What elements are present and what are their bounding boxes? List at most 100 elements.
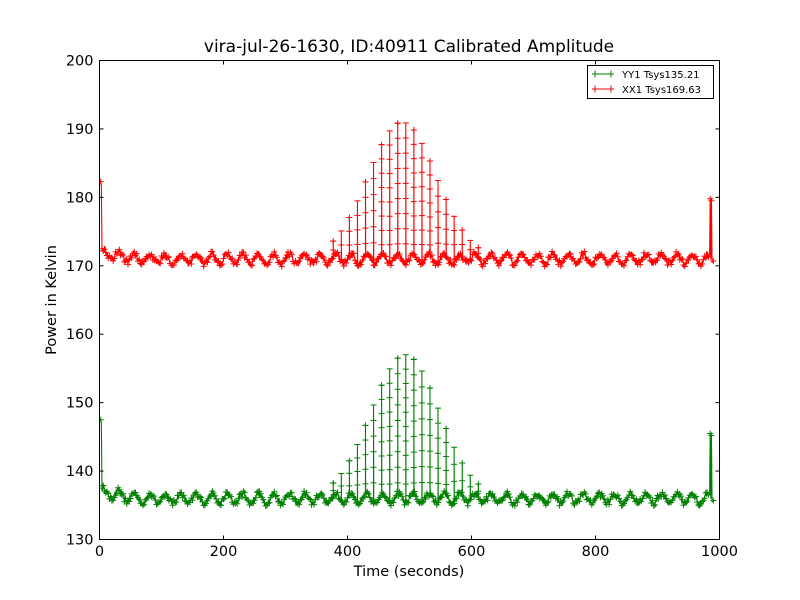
data-point-marker (559, 259, 566, 266)
data-point-marker (366, 494, 373, 501)
data-point-marker (271, 248, 278, 255)
data-point-marker (227, 255, 234, 262)
data-point-marker (99, 178, 104, 185)
data-point-marker (292, 496, 299, 503)
data-point-marker (249, 262, 256, 269)
data-point-marker (658, 249, 665, 256)
data-point-marker (593, 493, 600, 500)
data-point-marker (506, 252, 513, 259)
data-point-marker (623, 257, 630, 264)
data-point-marker (101, 246, 108, 253)
data-point-marker (431, 498, 438, 505)
data-point-marker (602, 256, 609, 263)
data-point-marker (490, 494, 497, 501)
data-point-marker (506, 494, 513, 501)
data-point-marker (405, 499, 412, 506)
data-point-marker (528, 262, 535, 269)
data-point-marker (582, 490, 589, 497)
data-point-marker (691, 494, 698, 501)
data-point-marker (179, 250, 186, 257)
data-point-marker (668, 261, 675, 268)
data-point-marker (156, 259, 163, 266)
data-point-marker (282, 254, 289, 261)
data-point-marker (585, 256, 592, 263)
data-point-marker (678, 493, 685, 500)
data-point-marker (324, 262, 331, 269)
data-point-marker (678, 254, 685, 261)
data-point-marker (540, 496, 547, 503)
data-point-marker (374, 499, 381, 506)
data-point-marker (132, 489, 139, 496)
data-point-marker (443, 490, 450, 497)
data-point-marker (257, 490, 264, 497)
data-point-marker (380, 250, 387, 256)
data-point-marker (325, 497, 332, 504)
data-point-marker (526, 502, 533, 508)
data-point-marker (498, 497, 505, 504)
data-point-marker (669, 497, 676, 504)
data-point-marker (412, 493, 419, 500)
data-point-marker (670, 254, 677, 261)
data-point-marker (416, 257, 423, 264)
data-point-marker (206, 253, 213, 260)
data-point-marker (210, 490, 217, 497)
data-point-marker (498, 257, 505, 264)
data-point-marker (495, 262, 502, 269)
data-point-marker (710, 258, 717, 264)
data-point-marker (549, 248, 556, 255)
data-point-marker (467, 496, 474, 503)
data-point-marker (402, 261, 409, 268)
data-point-marker (302, 252, 309, 259)
data-point-marker (173, 498, 180, 505)
data-point-marker (307, 261, 314, 268)
data-point-marker (215, 257, 222, 264)
data-point-marker (537, 253, 544, 260)
data-point-marker (296, 258, 303, 265)
data-point-marker (232, 499, 239, 506)
data-point-marker (169, 502, 176, 509)
data-point-marker (436, 259, 443, 266)
data-point-marker (219, 261, 226, 268)
data-point-marker (296, 501, 303, 508)
data-point-marker (708, 432, 715, 439)
data-point-marker (105, 490, 112, 497)
data-point-marker (449, 501, 456, 508)
data-point-marker (143, 495, 150, 502)
data-point-marker (614, 253, 621, 260)
data-point-marker (366, 253, 373, 260)
data-point-marker (649, 497, 656, 504)
data-point-marker (704, 253, 711, 260)
data-point-marker (387, 502, 394, 509)
data-point-marker (441, 250, 448, 257)
data-point-marker (220, 255, 227, 262)
data-point-marker (396, 251, 403, 258)
data-point-marker (242, 252, 249, 259)
data-point-marker (639, 495, 646, 502)
series-xx1 (99, 120, 717, 270)
x-tick-label: 600 (458, 544, 486, 560)
data-point-marker (136, 256, 143, 263)
data-point-marker (411, 251, 418, 258)
data-point-marker (265, 500, 272, 507)
data-point-marker (237, 252, 244, 259)
data-point-marker (306, 495, 313, 502)
data-point-marker (637, 261, 644, 268)
data-point-marker (342, 497, 349, 504)
data-point-marker (599, 492, 606, 499)
data-point-marker (581, 248, 588, 255)
data-point-marker (650, 502, 657, 509)
data-point-marker (107, 493, 114, 500)
data-point-marker (156, 499, 163, 506)
data-point-marker (189, 497, 196, 504)
data-point-marker (449, 261, 456, 267)
data-point-marker (679, 256, 686, 263)
data-point-marker (227, 493, 234, 500)
data-point-marker (524, 496, 531, 503)
data-point-marker (271, 488, 278, 495)
data-point-marker (359, 256, 366, 263)
data-point-marker (701, 495, 708, 502)
data-point-marker (704, 489, 711, 496)
data-point-marker (421, 256, 428, 263)
chart-title: vira-jul-26-1630, ID:40911 Calibrated Am… (204, 37, 614, 57)
data-point-marker (303, 251, 310, 258)
